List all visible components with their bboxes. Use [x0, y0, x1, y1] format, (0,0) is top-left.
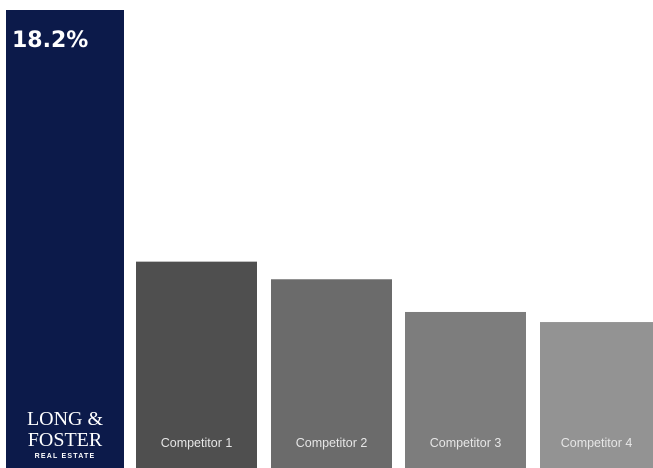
logo-line-3: REAL ESTATE: [35, 453, 96, 460]
bar-competitor-3: [405, 311, 526, 468]
category-label-1: Competitor 1: [161, 436, 233, 450]
value-label-0: 18.2%: [12, 28, 88, 53]
bar-competitor-4: [540, 322, 653, 468]
category-label-4: Competitor 4: [561, 436, 633, 450]
bar-long-foster: [6, 10, 124, 468]
category-label-2: Competitor 2: [296, 436, 368, 450]
logo-line-1: LONG &: [27, 408, 104, 430]
bars-group: [6, 10, 653, 468]
category-label-3: Competitor 3: [430, 436, 502, 450]
bar-competitor-2: [271, 279, 392, 468]
bar-competitor-1: [136, 261, 257, 468]
logo-line-2: FOSTER: [28, 429, 103, 451]
labels-group: 18.2% Competitor 1 Competitor 2 Competitor …: [12, 28, 632, 450]
long-foster-logo: LONG & FOSTER REAL ESTATE: [27, 408, 104, 460]
